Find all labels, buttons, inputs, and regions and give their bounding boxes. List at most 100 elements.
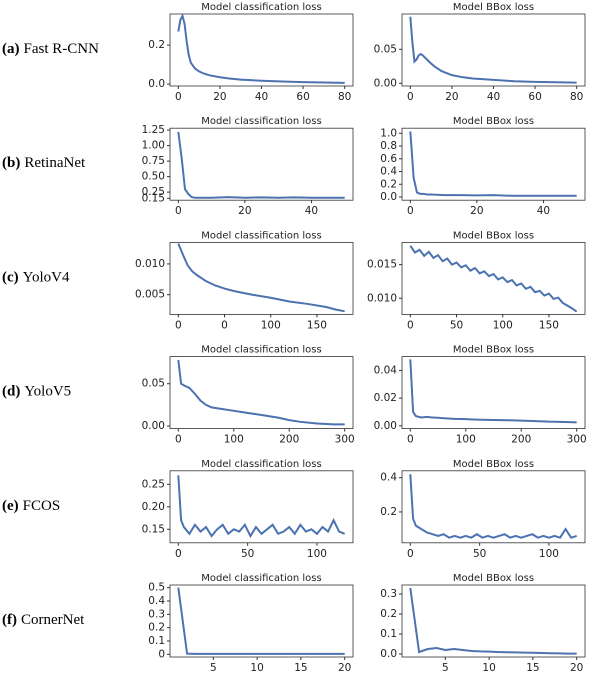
x-tick-label: 5 xyxy=(210,662,217,674)
x-tick-label: 200 xyxy=(279,434,299,446)
x-tick-label: 0 xyxy=(175,319,182,331)
x-tick-label: 50 xyxy=(450,319,463,331)
panel-name: Fast R-CNN xyxy=(24,41,100,57)
x-tick-label: 80 xyxy=(338,91,351,103)
y-tick-label: 0.0 xyxy=(380,191,397,203)
x-tick-label: 0 xyxy=(407,319,414,331)
y-tick-label: 0.05 xyxy=(374,43,397,55)
plot-frame xyxy=(401,584,586,658)
plot-frame xyxy=(169,127,354,201)
x-tick-label: 5 xyxy=(442,662,449,674)
chart-title: Model classification loss xyxy=(201,459,321,470)
x-tick-label: 0 xyxy=(221,319,228,331)
y-tick-label: 0.8 xyxy=(380,140,397,152)
x-tick-label: 20 xyxy=(338,662,351,674)
plot-frame xyxy=(401,470,586,544)
y-tick-label: 0.5 xyxy=(148,582,165,594)
y-tick-label: 0.3 xyxy=(148,608,165,620)
x-tick-label: 20 xyxy=(570,662,583,674)
panel-name: FCOS xyxy=(23,498,61,514)
panel-name: YoloV5 xyxy=(24,384,71,400)
y-tick-label: 0.0 xyxy=(380,648,397,660)
x-tick-label: 10 xyxy=(250,662,263,674)
loss-line xyxy=(409,587,577,655)
x-tick-label: 40 xyxy=(255,91,268,103)
y-tick-label: 0.05 xyxy=(142,378,165,390)
y-tick-label: 0.4 xyxy=(380,166,397,178)
panel-tag: (d) xyxy=(2,384,20,400)
panel-name: CornerNet xyxy=(21,612,85,628)
plot-frame xyxy=(401,356,586,430)
x-tick-label: 10 xyxy=(482,662,495,674)
y-tick-label: 0.4 xyxy=(148,595,165,607)
x-tick-label: 15 xyxy=(294,662,307,674)
x-tick-label: 100 xyxy=(456,434,476,446)
x-tick-label: 0 xyxy=(175,548,182,560)
chart-title: Model BBox loss xyxy=(453,230,534,241)
x-tick-label: 20 xyxy=(470,205,483,217)
y-tick-label: 0.2 xyxy=(380,178,397,190)
loss-line xyxy=(177,131,345,199)
x-tick-label: 100 xyxy=(493,319,513,331)
x-tick-label: 0 xyxy=(407,205,414,217)
y-tick-label: 0.00 xyxy=(142,420,165,432)
loss-line xyxy=(177,13,345,84)
x-tick-label: 15 xyxy=(526,662,539,674)
y-tick-label: 0.15 xyxy=(142,523,165,535)
x-tick-label: 150 xyxy=(539,319,559,331)
chart-title: Model BBox loss xyxy=(453,345,534,356)
chart-title: Model classification loss xyxy=(201,2,321,13)
y-tick-label: 0.50 xyxy=(142,171,165,183)
x-tick-label: 20 xyxy=(445,91,458,103)
x-tick-label: 0 xyxy=(175,205,182,217)
y-tick-label: 0.00 xyxy=(374,77,397,89)
y-tick-label: 0.25 xyxy=(142,478,165,490)
loss-line xyxy=(409,16,577,84)
y-tick-label: 0.02 xyxy=(374,392,397,404)
y-tick-label: 0.3 xyxy=(380,588,397,600)
y-tick-label: 0.2 xyxy=(148,622,165,634)
x-tick-label: 0 xyxy=(175,434,182,446)
x-tick-label: 300 xyxy=(335,434,355,446)
panel-tag: (e) xyxy=(2,498,19,514)
plot-frame xyxy=(169,13,354,87)
x-tick-label: 50 xyxy=(473,548,486,560)
loss-line xyxy=(177,359,345,426)
plot-frame xyxy=(401,127,586,201)
y-tick-label: 0.6 xyxy=(380,153,397,165)
panel-name: YoloV4 xyxy=(23,270,70,286)
plot-frame xyxy=(169,470,354,544)
chart-title: Model classification loss xyxy=(201,573,321,584)
panel-tag: (b) xyxy=(2,156,20,172)
x-tick-label: 20 xyxy=(238,205,251,217)
y-tick-label: 1.25 xyxy=(142,124,165,136)
panel-label: (a) Fast R-CNN xyxy=(2,41,99,57)
chart-title: Model classification loss xyxy=(201,116,321,127)
y-tick-label: 0.2 xyxy=(380,608,397,620)
loss-line xyxy=(177,475,346,539)
panel-tag: (c) xyxy=(2,270,19,286)
x-tick-label: 300 xyxy=(567,434,587,446)
x-tick-label: 0 xyxy=(407,548,414,560)
x-tick-label: 40 xyxy=(305,205,318,217)
y-tick-label: 0 xyxy=(158,648,165,660)
chart-title: Model BBox loss xyxy=(453,573,534,584)
chart-title: Model BBox loss xyxy=(453,2,534,13)
chart-title: Model classification loss xyxy=(201,345,321,356)
panel-label: (f) CornerNet xyxy=(2,612,85,628)
chart-title: Model BBox loss xyxy=(453,459,534,470)
loss-line xyxy=(177,587,345,655)
y-tick-label: 0.20 xyxy=(142,501,165,513)
loss-line xyxy=(409,474,577,539)
y-tick-label: 0.1 xyxy=(148,635,165,647)
y-tick-label: 0.25 xyxy=(142,186,165,198)
panel-tag: (a) xyxy=(2,41,20,57)
y-tick-label: 0.005 xyxy=(135,289,165,301)
panel-label: (b) RetinaNet xyxy=(2,156,86,172)
y-tick-label: 0.010 xyxy=(135,258,165,270)
x-tick-label: 0 xyxy=(407,91,414,103)
panel-label: (c) YoloV4 xyxy=(2,270,70,286)
chart-title: Model classification loss xyxy=(201,230,321,241)
